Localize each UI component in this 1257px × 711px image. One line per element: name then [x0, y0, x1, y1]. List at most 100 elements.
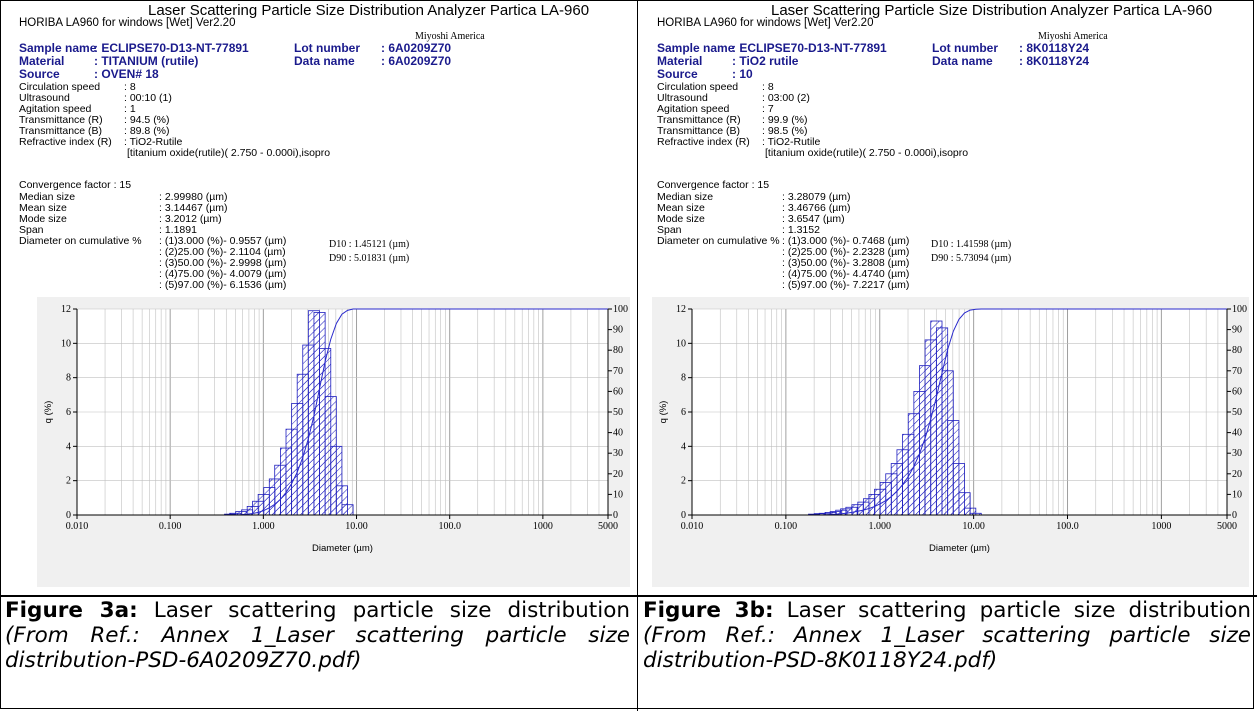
param-value: : 8	[762, 81, 774, 93]
y-tick-label: 0	[66, 510, 71, 521]
figure-caption-b: Figure 3b: Laser scattering particle siz…	[643, 598, 1251, 673]
psd-chart-svg: 0 2 4 6 8 10 12 0 10 20 30 40 50 60 70 80 90 100 0.010 0.10…	[658, 304, 1247, 554]
param-value: : 7	[762, 103, 774, 115]
param-label: Circulation speed	[19, 81, 101, 93]
y-tick-label: 4	[66, 441, 71, 452]
x-tick-label: 0.010	[681, 521, 704, 532]
measurement-params: Circulation speed: 8 Ultrasound: 03:00 (…	[657, 82, 1157, 162]
y2-tick-label: 50	[613, 407, 623, 418]
company-name: Miyoshi America	[1038, 31, 1108, 42]
source-value: : 10	[732, 67, 753, 81]
x-tick-label: 5000	[1217, 521, 1237, 532]
y2-tick-label: 20	[1232, 469, 1242, 480]
caption-label: Figure 3a:	[5, 598, 138, 623]
data-name-value: : 6A0209Z70	[381, 54, 452, 68]
size-stats: Median size : 3.28079 (µm) Mean size : 3.4…	[657, 192, 957, 242]
caption-reference: (From Ref.: Annex 1_Laser scattering par…	[5, 623, 630, 673]
stat-value: : 3.14467 (µm)	[159, 202, 228, 214]
d90-value: D90 : 5.01831 (µm)	[329, 253, 410, 264]
param-value: : 03:00 (2)	[762, 92, 810, 104]
sample-name-label: Sample name	[19, 41, 97, 55]
param-value: : 00:10 (1)	[124, 92, 172, 104]
caption-text: Laser scattering particle size distribut…	[137, 598, 630, 623]
report-title: Laser Scattering Particle Size Distribut…	[148, 2, 590, 19]
param-label: Transmittance (R)	[657, 114, 741, 126]
y2-tick-label: 90	[1232, 325, 1242, 336]
sample-name-value: : ECLIPSE70-D13-NT-77891	[732, 41, 887, 55]
convergence-row: Convergence factor : 15	[19, 180, 131, 191]
x-tick-label: 5000	[598, 521, 618, 532]
cumulative-value: : (4)75.00 (%)- 4.4740 (µm)	[782, 268, 910, 280]
y2-tick-label: 0	[613, 510, 618, 521]
y-tick-label: 6	[66, 407, 71, 418]
stat-value: : 1.1891	[159, 224, 197, 236]
d10-value: D10 : 1.45121 (µm)	[329, 239, 410, 250]
param-label: Agitation speed	[19, 103, 92, 115]
y2-tick-label: 40	[613, 428, 623, 439]
y2-tick-label: 90	[613, 325, 623, 336]
y-tick-label: 8	[681, 373, 686, 384]
cumulative-label: Diameter on cumulative %	[19, 235, 142, 247]
cumulative-value: : (2)25.00 (%)- 2.2328 (µm)	[782, 246, 910, 258]
param-value: : 98.5 (%)	[762, 125, 808, 137]
stat-value: : 3.2012 (µm)	[159, 213, 222, 225]
y2-tick-label: 50	[1232, 407, 1242, 418]
stat-label: Mean size	[657, 202, 705, 214]
lot-number-label: Lot number	[932, 41, 998, 55]
cumulative-curve	[77, 308, 608, 516]
x-tick-label: 0.100	[775, 521, 798, 532]
material-label: Material	[19, 54, 65, 68]
param-value: : 8	[124, 81, 136, 93]
param-label: Refractive index (R)	[19, 136, 112, 148]
histogram-bar	[341, 504, 354, 516]
software-version: HORIBA LA960 for windows [Wet] Ver2.20	[657, 17, 874, 29]
param-label: Ultrasound	[657, 92, 708, 104]
x-tick-label: 1.000	[252, 521, 275, 532]
convergence-label: Convergence factor	[19, 179, 111, 191]
psd-chart-a: 0 2 4 6 8 10 12 0 10 20 30 40 50 60 70 80 90 100 0.010 0.10…	[37, 297, 630, 587]
y2-tick-label: 80	[1232, 345, 1242, 356]
stat-value: : 1.3152	[782, 224, 820, 236]
x-tick-label: 1.000	[869, 521, 892, 532]
material-label: Material	[657, 54, 703, 68]
column-divider	[637, 0, 638, 711]
x-tick-label: 0.100	[159, 521, 182, 532]
stat-value: : 3.28079 (µm)	[782, 191, 851, 203]
stat-value: : 3.46766 (µm)	[782, 202, 851, 214]
cumulative-value: : (5)97.00 (%)- 6.1536 (µm)	[159, 279, 287, 291]
x-tick-label: 100.0	[1056, 521, 1079, 532]
cumulative-block: Diameter on cumulative %: (1)3.000 (%)- …	[657, 236, 957, 296]
data-name-label: Data name	[932, 54, 993, 68]
x-tick-label: 1000	[533, 521, 553, 532]
y2-tick-label: 10	[613, 489, 623, 500]
y-tick-label: 10	[61, 338, 71, 349]
d90-value: D90 : 5.73094 (µm)	[931, 253, 1012, 264]
source-label: Source	[657, 67, 698, 81]
company-name: Miyoshi America	[415, 31, 485, 42]
stat-label: Median size	[657, 191, 714, 203]
stat-label: Mean size	[19, 202, 67, 214]
y2-tick-label: 70	[613, 366, 623, 377]
y-tick-label: 12	[676, 304, 686, 315]
convergence-value: : 15	[113, 179, 132, 191]
source-value: : OVEN# 18	[94, 67, 159, 81]
convergence-row: Convergence factor : 15	[657, 180, 769, 191]
x-tick-label: 1000	[1151, 521, 1171, 532]
y2-tick-label: 70	[1232, 366, 1242, 377]
psd-chart-svg: 0 2 4 6 8 10 12 0 10 20 30 40 50 60 70 80 90 100 0.010 0.10…	[43, 304, 628, 554]
y-axis-label: q (%)	[658, 401, 669, 424]
d10-value: D10 : 1.41598 (µm)	[931, 239, 1012, 250]
stat-label: Span	[657, 224, 682, 236]
y-tick-label: 10	[676, 338, 686, 349]
y2-tick-label: 30	[1232, 448, 1242, 459]
figure-caption-a: Figure 3a: Laser scattering particle siz…	[5, 598, 630, 673]
caption-reference: (From Ref.: Annex 1_Laser scattering par…	[643, 623, 1251, 673]
refractive-detail: [titanium oxide(rutile)( 2.750 - 0.000i)…	[127, 147, 331, 159]
param-value: : 99.9 (%)	[762, 114, 808, 126]
cumulative-value: : (1)3.000 (%)- 0.9557 (µm)	[159, 235, 287, 247]
param-label: Ultrasound	[19, 92, 70, 104]
x-tick-label: 0.010	[66, 521, 89, 532]
caption-text: Laser scattering particle size distribut…	[773, 598, 1252, 623]
param-label: Transmittance (B)	[19, 125, 103, 137]
